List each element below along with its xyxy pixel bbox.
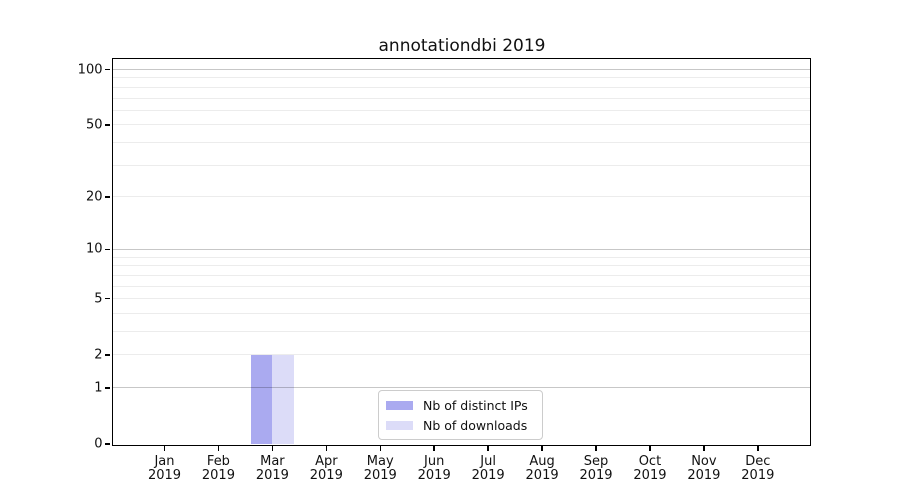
x-tick-year: 2019 (363, 468, 397, 484)
x-tick-year: 2019 (201, 468, 235, 484)
legend-swatch-distinct-ips (386, 400, 413, 410)
y-tick-label-2: 2 (94, 347, 103, 363)
x-tick-label-oct: Oct 2019 (633, 453, 667, 484)
gridline-minor-30 (112, 164, 810, 166)
x-tick-mark-feb (217, 446, 220, 451)
x-tick-label-jan: Jan 2019 (147, 453, 182, 484)
legend-label-downloads: Nb of downloads (423, 417, 528, 433)
legend-swatch-downloads (386, 420, 413, 430)
gridline-minor-50 (112, 124, 810, 126)
x-tick-label-aug: Aug 2019 (525, 453, 559, 484)
y-tick-mark-2 (104, 354, 110, 356)
legend-entry-downloads: Nb of downloads (386, 417, 534, 433)
gridline-minor-6 (112, 285, 810, 287)
x-tick-month: Feb (206, 453, 230, 469)
gridline-minor-80 (112, 86, 810, 88)
x-tick-label-apr: Apr 2019 (309, 453, 343, 484)
x-tick-mark-mar (271, 446, 274, 451)
gridline-minor-40 (112, 142, 810, 144)
x-tick-mark-may (379, 446, 381, 451)
x-tick-mark-jan (163, 446, 166, 451)
x-tick-year: 2019 (633, 468, 667, 484)
y-tick-mark-0 (104, 443, 110, 445)
gridline-minor-90 (112, 77, 810, 79)
x-tick-label-feb: Feb 2019 (201, 453, 235, 484)
y-tick-mark-20 (104, 196, 110, 198)
gridline-minor-4 (112, 312, 810, 314)
y-tick-mark-1 (104, 387, 110, 389)
x-tick-mark-nov (703, 446, 705, 451)
x-tick-month: Sep (583, 453, 609, 469)
x-tick-mark-jun (433, 446, 435, 451)
bar-nb-of-downloads-mar (272, 354, 294, 444)
gridline-major-10 (112, 248, 810, 250)
x-tick-year: 2019 (579, 468, 613, 484)
x-tick-month: Mar (260, 453, 285, 469)
gridline-minor-2 (112, 354, 810, 356)
bar-nb-of-distinct-ips-mar (250, 354, 273, 444)
y-tick-mark-5 (104, 297, 110, 300)
x-tick-month: Aug (529, 453, 555, 469)
x-tick-label-jul: Jul 2019 (471, 453, 505, 484)
x-tick-mark-aug (541, 446, 543, 451)
x-tick-label-may: May 2019 (363, 453, 397, 484)
x-tick-label-mar: Mar 2019 (255, 453, 289, 484)
chart-title: annotationdbi 2019 (378, 36, 546, 56)
gridline-minor-7 (112, 274, 810, 276)
gridline-minor-8 (112, 265, 810, 267)
x-tick-month: Jun (424, 453, 445, 469)
x-tick-month: Oct (638, 453, 662, 469)
legend-label-distinct-ips: Nb of distinct IPs (423, 397, 528, 413)
legend-entry-distinct-ips: Nb of distinct IPs (386, 397, 534, 413)
x-tick-mark-apr (325, 446, 328, 451)
x-tick-year: 2019 (687, 468, 721, 484)
y-tick-label-10: 10 (85, 241, 103, 257)
y-tick-label-20: 20 (85, 189, 103, 205)
x-tick-month: May (366, 453, 394, 469)
plot-area: 0 1 2 5 10 20 50 100 Jan 2019 Feb 2019 Mar 2019 Apr 201… (78, 58, 811, 483)
x-tick-year: 2019 (525, 468, 559, 484)
x-tick-label-jun: Jun 2019 (417, 453, 451, 484)
y-tick-label-50: 50 (85, 117, 103, 133)
gridline-minor-60 (112, 109, 810, 111)
x-tick-year: 2019 (471, 468, 505, 484)
x-tick-mark-oct (649, 446, 651, 451)
y-tick-label-0: 0 (94, 436, 103, 452)
x-tick-label-sep: Sep 2019 (579, 453, 613, 484)
y-tick-mark-10 (104, 248, 110, 251)
gridline-minor-3 (112, 331, 810, 333)
x-tick-month: Nov (691, 453, 717, 469)
x-tick-year: 2019 (147, 468, 182, 484)
gridline-minor-9 (112, 256, 810, 258)
gridline-major-100 (112, 69, 810, 71)
x-tick-label-nov: Nov 2019 (687, 453, 721, 484)
x-tick-label-dec: Dec 2019 (741, 453, 775, 484)
x-tick-month: Jul (480, 453, 496, 469)
x-tick-month: Jan (154, 453, 175, 469)
x-tick-year: 2019 (255, 468, 289, 484)
x-tick-year: 2019 (309, 468, 343, 484)
y-tick-label-1: 1 (94, 380, 103, 396)
y-tick-mark-50 (104, 124, 110, 126)
x-tick-month: Dec (745, 453, 771, 469)
x-tick-year: 2019 (741, 468, 775, 484)
legend: Nb of distinct IPs Nb of downloads (378, 390, 543, 440)
gridline-major-1 (112, 387, 810, 389)
x-tick-month: Apr (315, 453, 338, 469)
gridline-minor-5 (112, 298, 810, 300)
gridline-minor-20 (112, 196, 810, 198)
x-tick-mark-jul (487, 446, 489, 451)
gridline-minor-70 (112, 97, 810, 99)
y-tick-label-5: 5 (94, 291, 103, 307)
y-tick-mark-100 (104, 68, 110, 71)
x-tick-year: 2019 (417, 468, 451, 484)
x-tick-mark-dec (757, 446, 759, 451)
x-tick-mark-sep (595, 446, 597, 451)
y-tick-label-100: 100 (77, 62, 103, 78)
